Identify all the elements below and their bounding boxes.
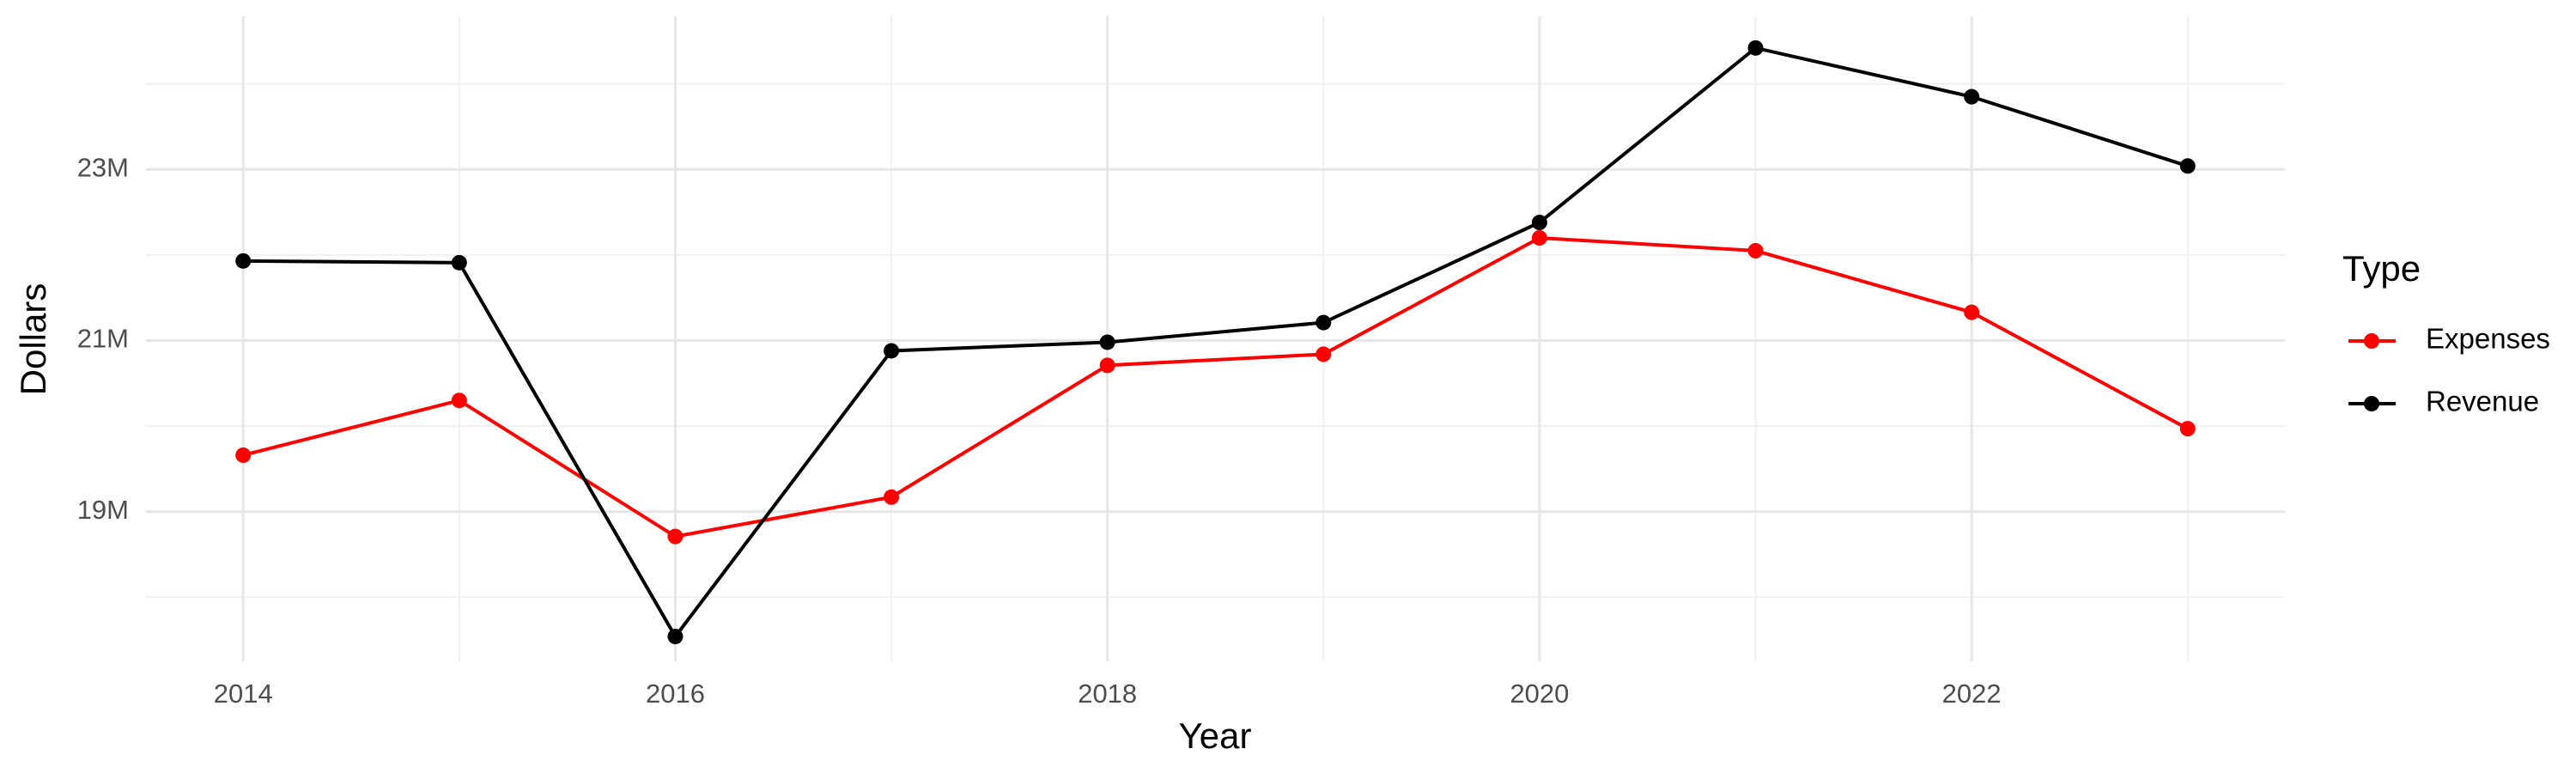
data-point (235, 447, 252, 463)
data-point (1747, 40, 1764, 56)
data-point (1315, 346, 1332, 362)
data-point (1964, 304, 1980, 320)
data-point (667, 528, 683, 545)
y-tick-label: 21M (77, 324, 129, 354)
y-tick-label: 19M (77, 495, 129, 525)
x-axis-title: Year (1179, 715, 1252, 756)
data-point (884, 489, 900, 505)
legend-label: Expenses (2426, 323, 2550, 355)
legend-marker (2364, 333, 2379, 349)
y-tick-label: 23M (77, 152, 129, 182)
series-line (242, 235, 2189, 539)
x-tick-label: 2016 (646, 679, 705, 709)
x-tick-label: 2022 (1942, 679, 2002, 709)
legend-label: Revenue (2426, 386, 2539, 417)
legend-marker (2364, 396, 2379, 411)
data-point (1747, 242, 1764, 259)
data-point (235, 253, 252, 269)
x-tick-label: 2014 (214, 679, 273, 709)
data-point (1531, 229, 1547, 246)
data-point (667, 629, 683, 645)
data-point (1531, 215, 1547, 231)
y-axis-title: Dollars (13, 283, 53, 396)
data-point (2179, 421, 2196, 437)
data-point (451, 254, 467, 271)
data-point (1099, 357, 1115, 374)
data-point (1315, 314, 1332, 331)
data-point (451, 393, 467, 409)
data-point (884, 343, 900, 359)
series-line (243, 46, 2189, 640)
legend-title: Type (2342, 248, 2421, 289)
data-point (1099, 334, 1115, 350)
data-point (1964, 88, 1980, 105)
data-point (2179, 158, 2196, 174)
x-tick-label: 2018 (1078, 679, 1137, 709)
x-tick-label: 2020 (1510, 679, 1569, 709)
